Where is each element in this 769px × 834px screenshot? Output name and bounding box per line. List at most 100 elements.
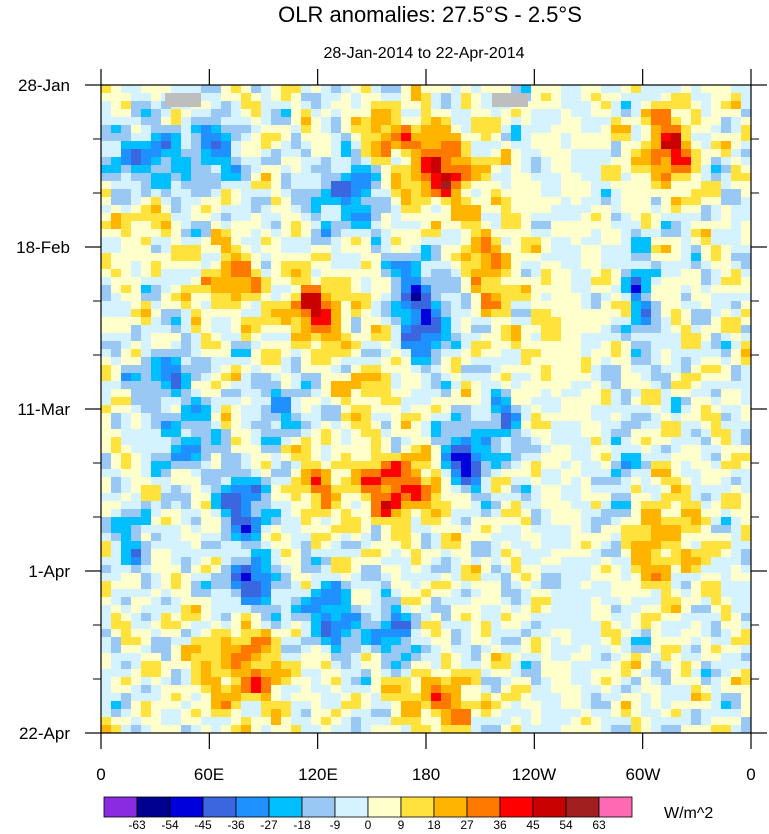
field-cell <box>561 165 572 174</box>
field-cell <box>151 117 162 126</box>
field-cell <box>711 413 722 422</box>
field-cell <box>571 549 582 558</box>
field-cell <box>571 133 582 142</box>
field-cell <box>221 149 232 158</box>
field-cell <box>731 461 742 470</box>
field-cell <box>231 565 242 574</box>
field-cell <box>501 141 512 150</box>
field-cell <box>371 421 382 430</box>
field-cell <box>301 693 312 702</box>
field-cell <box>201 437 212 446</box>
field-cell <box>191 173 202 182</box>
field-cell <box>151 461 162 470</box>
field-cell <box>161 117 172 126</box>
field-cell <box>651 405 662 414</box>
field-cell <box>251 133 262 142</box>
field-cell <box>171 437 182 446</box>
field-cell <box>281 533 292 542</box>
field-cell <box>241 165 252 174</box>
field-cell <box>611 557 622 566</box>
field-cell <box>261 389 272 398</box>
field-cell <box>351 581 362 590</box>
field-cell <box>641 533 652 542</box>
field-cell <box>491 581 502 590</box>
field-cell <box>281 621 292 630</box>
field-cell <box>351 621 362 630</box>
field-cell <box>451 461 462 470</box>
field-cell <box>361 213 372 222</box>
field-cell <box>521 117 532 126</box>
field-cell <box>141 85 152 94</box>
field-cell <box>701 229 712 238</box>
field-cell <box>221 165 232 174</box>
field-cell <box>701 109 712 118</box>
field-cell <box>671 101 682 110</box>
field-cell <box>311 309 322 318</box>
field-cell <box>291 189 302 198</box>
field-cell <box>371 565 382 574</box>
field-cell <box>711 197 722 206</box>
field-cell <box>411 357 422 366</box>
field-cell <box>421 493 432 502</box>
field-cell <box>441 349 452 358</box>
field-cell <box>181 261 192 270</box>
field-cell <box>731 253 742 262</box>
field-cell <box>671 397 682 406</box>
field-cell <box>351 477 362 486</box>
field-cell <box>411 517 422 526</box>
field-cell <box>201 365 212 374</box>
field-cell <box>731 277 742 286</box>
field-cell <box>611 205 622 214</box>
field-cell <box>511 437 522 446</box>
field-cell <box>641 597 652 606</box>
field-cell <box>521 405 532 414</box>
field-cell <box>321 261 332 270</box>
field-cell <box>301 509 312 518</box>
field-cell <box>401 141 412 150</box>
field-cell <box>701 445 712 454</box>
field-cell <box>291 373 302 382</box>
field-cell <box>241 685 252 694</box>
field-cell <box>131 437 142 446</box>
field-cell <box>331 277 342 286</box>
field-cell <box>151 589 162 598</box>
field-cell <box>231 429 242 438</box>
field-cell <box>211 605 222 614</box>
field-cell <box>271 589 282 598</box>
field-cell <box>511 501 522 510</box>
field-cell <box>151 213 162 222</box>
field-cell <box>241 549 252 558</box>
field-cell <box>661 285 672 294</box>
field-cell <box>201 213 212 222</box>
field-cell <box>331 85 342 94</box>
field-cell <box>421 613 432 622</box>
field-cell <box>701 629 712 638</box>
field-cell <box>261 373 272 382</box>
field-cell <box>351 501 362 510</box>
field-cell <box>201 445 212 454</box>
field-cell <box>201 493 212 502</box>
field-cell <box>131 621 142 630</box>
field-cell <box>391 653 402 662</box>
field-cell <box>631 229 642 238</box>
field-cell <box>201 109 212 118</box>
field-cell <box>121 429 132 438</box>
field-cell <box>141 381 152 390</box>
field-cell <box>571 477 582 486</box>
field-cell <box>541 261 552 270</box>
field-cell <box>741 677 752 686</box>
field-cell <box>701 357 712 366</box>
field-cell <box>311 381 322 390</box>
field-cell <box>721 661 732 670</box>
field-cell <box>491 309 502 318</box>
field-cell <box>271 389 282 398</box>
field-cell <box>571 621 582 630</box>
field-cell <box>251 661 262 670</box>
field-cell <box>641 149 652 158</box>
field-cell <box>591 493 602 502</box>
field-cell <box>151 621 162 630</box>
field-cell <box>341 149 352 158</box>
field-cell <box>101 397 112 406</box>
field-cell <box>101 141 112 150</box>
field-cell <box>711 437 722 446</box>
